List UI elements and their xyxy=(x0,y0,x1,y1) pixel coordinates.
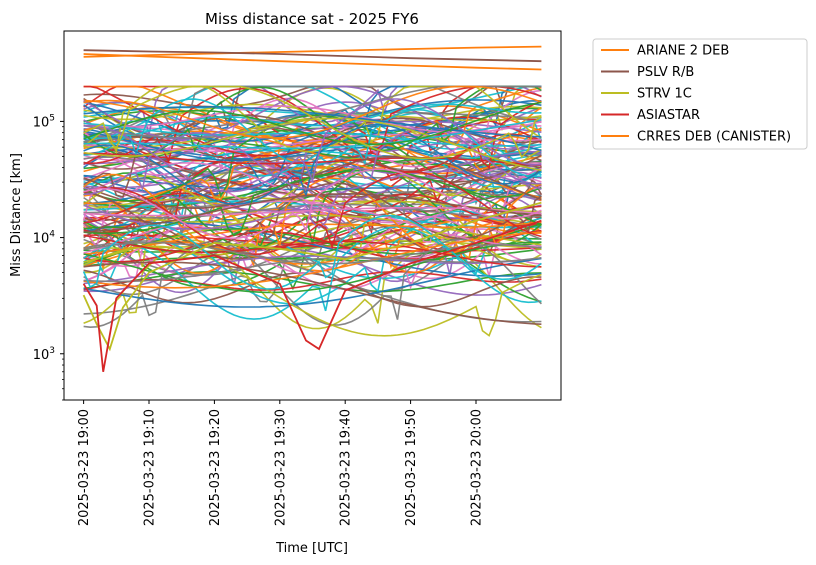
background-series-line xyxy=(83,173,542,255)
background-series-line xyxy=(83,234,542,268)
series-line-0 xyxy=(83,45,542,58)
y-tick-label: 105 xyxy=(33,113,55,130)
background-series-line xyxy=(83,171,542,256)
background-series-line xyxy=(82,214,542,290)
chart-title: Miss distance sat - 2025 FY6 xyxy=(205,10,419,28)
background-series-line xyxy=(83,114,542,202)
y-axis: 103 104 105 xyxy=(33,113,64,401)
legend-label: STRV 1C xyxy=(637,87,692,102)
legend-label: CRRES DEB (CANISTER) xyxy=(637,130,791,145)
background-series-line xyxy=(83,206,542,217)
x-tick-label: 2025-03-23 19:00 xyxy=(77,409,92,526)
background-series-line xyxy=(83,98,542,193)
legend-label: ARIANE 2 DEB xyxy=(637,44,729,59)
x-tick-label: 2025-03-23 19:50 xyxy=(404,409,419,526)
background-series-line xyxy=(83,89,542,176)
legend-label: ASIASTAR xyxy=(637,108,700,123)
series-line-2 xyxy=(82,201,542,352)
x-axis-label: Time [UTC] xyxy=(275,541,348,556)
legend-label: PSLV R/B xyxy=(637,65,694,80)
background-series-line xyxy=(83,101,542,146)
background-series-line xyxy=(83,257,542,308)
background-series-line xyxy=(83,155,542,210)
background-series-line xyxy=(83,214,542,263)
background-series-line xyxy=(83,103,542,140)
background-series-line xyxy=(83,85,542,160)
background-series-line xyxy=(83,241,542,294)
legend-frame xyxy=(592,38,808,150)
x-tick-label: 2025-03-23 19:40 xyxy=(339,409,354,526)
legend: ARIANE 2 DEB PSLV R/B STRV 1C ASIASTAR CRRES… xyxy=(592,38,808,150)
background-series-line xyxy=(83,168,542,240)
background-series-line xyxy=(83,231,542,289)
background-series-line xyxy=(83,114,542,198)
series-line-4 xyxy=(83,53,542,71)
series-layer xyxy=(82,45,543,372)
background-series-line xyxy=(83,126,542,196)
background-series-line xyxy=(83,117,542,172)
y-axis-label: Miss Distance [km] xyxy=(9,153,24,277)
y-tick-label: 104 xyxy=(33,230,56,247)
background-series-line xyxy=(83,123,542,206)
background-series-line xyxy=(83,245,542,337)
series-line-3 xyxy=(82,219,542,372)
x-tick-label: 2025-03-23 20:00 xyxy=(469,409,484,526)
series-line-1 xyxy=(83,49,542,63)
background-series-line xyxy=(83,191,542,214)
background-series-line xyxy=(83,225,542,320)
plot-frame xyxy=(63,30,562,401)
x-axis: 2025-03-23 19:00 2025-03-23 19:10 2025-03-… xyxy=(77,400,484,526)
x-tick-label: 2025-03-23 19:30 xyxy=(273,409,288,526)
background-series-line xyxy=(83,152,542,167)
background-series-line xyxy=(83,85,542,139)
y-tick-label: 103 xyxy=(33,346,55,363)
x-tick-label: 2025-03-23 19:10 xyxy=(143,409,158,526)
x-tick-label: 2025-03-23 19:20 xyxy=(208,409,223,526)
